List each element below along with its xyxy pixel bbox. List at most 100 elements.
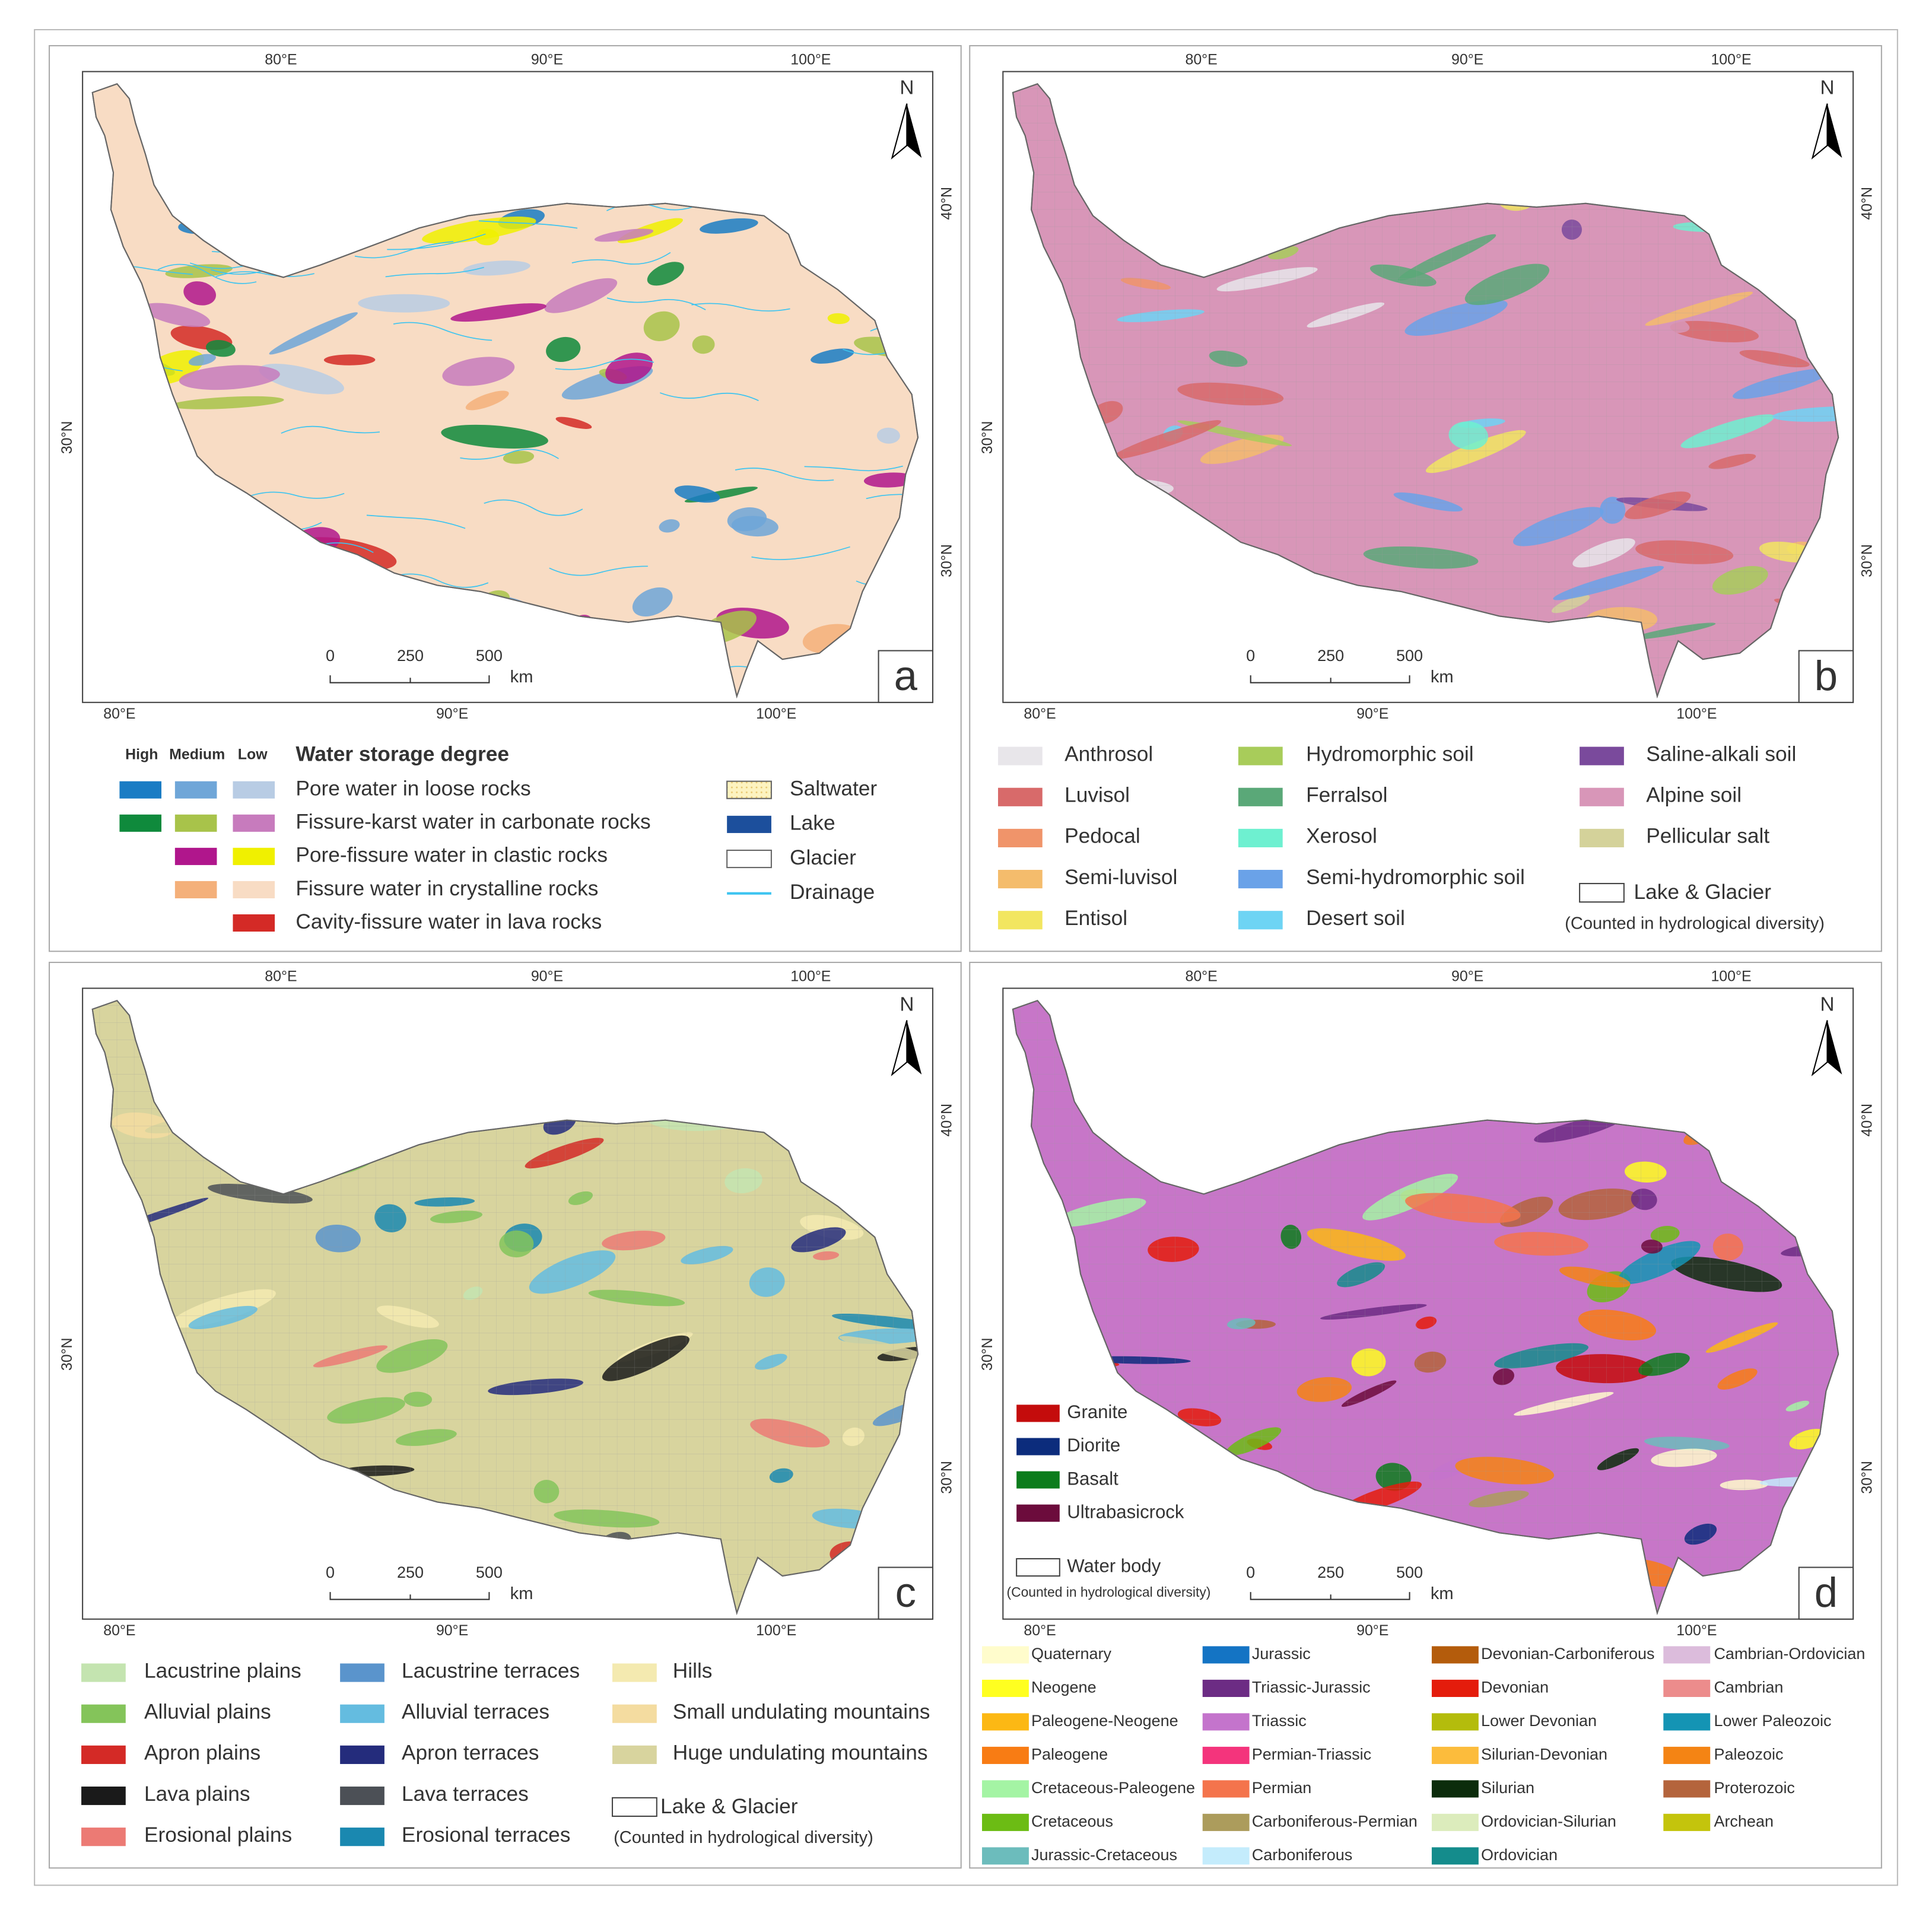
legend-label: Saline-alkali soil	[1646, 742, 1796, 765]
legend-swatch	[997, 870, 1043, 889]
legend-note: (Counted in hydrological diversity)	[614, 1828, 873, 1847]
legend-swatch	[1016, 1404, 1060, 1422]
legend-label: Paleogene-Neogene	[1031, 1712, 1178, 1730]
map-frame: 80°E 90°E 100°E 80°E 90°E 100°E 30°N 40°N 30°N N 0…	[979, 52, 1876, 723]
legend-swatch	[81, 1745, 126, 1764]
legend-swatch	[1431, 1679, 1479, 1697]
legend-swatch	[612, 1745, 657, 1764]
map-unit	[760, 269, 814, 287]
map-unit	[700, 218, 758, 234]
legend-swatch	[174, 814, 217, 832]
map-frame: 80°E 90°E 100°E 80°E 90°E 100°E 30°N 40°N 30°N N 0…	[59, 968, 955, 1639]
legend-swatch	[1579, 883, 1625, 903]
legend-label: Cretaceous-Paleogene	[1031, 1779, 1195, 1797]
top-axis-label: 80°E	[1185, 52, 1217, 68]
legend-label: Anthrosol	[1064, 742, 1153, 765]
scale-label: 0	[326, 647, 335, 665]
legend-label: Ultrabasicrock	[1067, 1501, 1184, 1522]
legend-swatch	[1202, 1679, 1250, 1697]
map-unit	[358, 294, 450, 313]
panel: 80°E 90°E 100°E 80°E 90°E 100°E 30°N 40°N 30°N N 0…	[49, 45, 962, 952]
right-axis-label: 30°N	[1859, 544, 1876, 577]
map-unit	[647, 262, 684, 286]
legend-swatch	[340, 1745, 385, 1764]
scale-label: 500	[476, 647, 503, 665]
legend-label: Ferralsol	[1306, 784, 1387, 807]
legend-label: Proterozoic	[1714, 1779, 1794, 1797]
top-axis-label: 100°E	[790, 968, 831, 984]
legend-swatch	[612, 1663, 657, 1682]
map-unit	[183, 281, 217, 306]
legend-label: Luvisol	[1064, 784, 1130, 807]
legend-swatch	[1580, 828, 1624, 848]
legend-swatch	[981, 1679, 1029, 1697]
panel-label: c	[895, 1569, 916, 1616]
legend-swatch	[726, 849, 772, 869]
legend-swatch	[611, 1797, 657, 1817]
legend-label: Jurassic	[1252, 1645, 1311, 1663]
map-unit	[594, 228, 654, 242]
drainage	[385, 266, 484, 278]
legend-label: Semi-hydromorphic soil	[1306, 866, 1525, 889]
map-unit	[876, 427, 900, 444]
plateau-outline	[1012, 1000, 1839, 1616]
legend-label: Small undulating mountains	[673, 1701, 930, 1724]
north-arrow	[907, 1020, 922, 1075]
legend-label: Cavity-fissure water in lava rocks	[295, 910, 602, 933]
legend-label: Water body	[1067, 1556, 1161, 1577]
top-axis-label: 90°E	[531, 968, 563, 984]
legend-label: Fissure-karst water in carbonate rocks	[295, 811, 650, 834]
legend-label: Paleozoic	[1714, 1746, 1783, 1763]
scale-bar	[329, 1592, 490, 1600]
right-axis-label: 30°N	[938, 544, 955, 577]
legend-swatch	[997, 828, 1043, 848]
scale-label: 250	[397, 647, 424, 665]
drainage	[354, 241, 454, 259]
legend-label: Jurassic-Cretaceous	[1031, 1846, 1177, 1864]
legend-label: Erosional terraces	[402, 1823, 570, 1847]
map-frame: 80°E 90°E 100°E 80°E 90°E 100°E 30°N 40°N 30°N N 0…	[59, 52, 955, 723]
legend-label: Carboniferous	[1252, 1846, 1352, 1864]
scale-bar	[329, 675, 490, 684]
drainage	[460, 449, 559, 460]
legend-swatch	[1663, 1679, 1711, 1697]
map-unit	[259, 364, 344, 395]
bottom-axis-label: 100°E	[756, 705, 796, 722]
drainage	[571, 252, 671, 265]
legend-label: Quaternary	[1031, 1645, 1111, 1663]
top-axis-label: 80°E	[265, 52, 297, 68]
legend-swatch	[1238, 746, 1283, 765]
legend-label: Desert soil	[1306, 907, 1405, 930]
legend-header: High	[125, 746, 158, 763]
legend-swatch	[340, 1704, 385, 1723]
north-label: N	[1820, 993, 1834, 1015]
right-axis-label: 40°N	[938, 187, 955, 220]
legend-label: Permian	[1252, 1779, 1311, 1797]
panel: 80°E 90°E 100°E 80°E 90°E 100°E 30°N 40°N 30°N N 0…	[969, 45, 1882, 952]
map-frame: 80°E 90°E 100°E 80°E 90°E 100°E 30°N 40°N 30°N N 0…	[979, 968, 1876, 1639]
legend-swatch	[1431, 1646, 1479, 1664]
legend-swatch	[81, 1663, 126, 1682]
legend-label: Cambrian	[1714, 1679, 1783, 1696]
map-unit	[465, 390, 509, 411]
map-unit	[632, 587, 673, 616]
north-arrow	[907, 103, 922, 158]
panel-label-box	[1798, 1566, 1854, 1620]
map-unit	[463, 260, 530, 276]
top-axis-label: 100°E	[1711, 968, 1751, 984]
legend-swatch	[340, 1786, 385, 1806]
bottom-axis-label: 90°E	[436, 1622, 468, 1639]
map-unit	[863, 472, 917, 488]
bottom-axis-label: 80°E	[1024, 705, 1056, 722]
legend-swatch	[233, 781, 275, 799]
legend-swatch	[981, 1847, 1029, 1865]
legend-swatch	[1202, 1847, 1250, 1865]
top-axis-label: 90°E	[1451, 52, 1483, 68]
map-unit	[811, 348, 854, 364]
legend-swatch	[174, 847, 217, 865]
legend-swatch	[1431, 1847, 1479, 1865]
legend-label: Entisol	[1064, 907, 1127, 930]
right-axis-label: 40°N	[1859, 187, 1876, 220]
right-axis-label: 40°N	[938, 1104, 955, 1137]
legend-label: Archean	[1714, 1813, 1774, 1830]
